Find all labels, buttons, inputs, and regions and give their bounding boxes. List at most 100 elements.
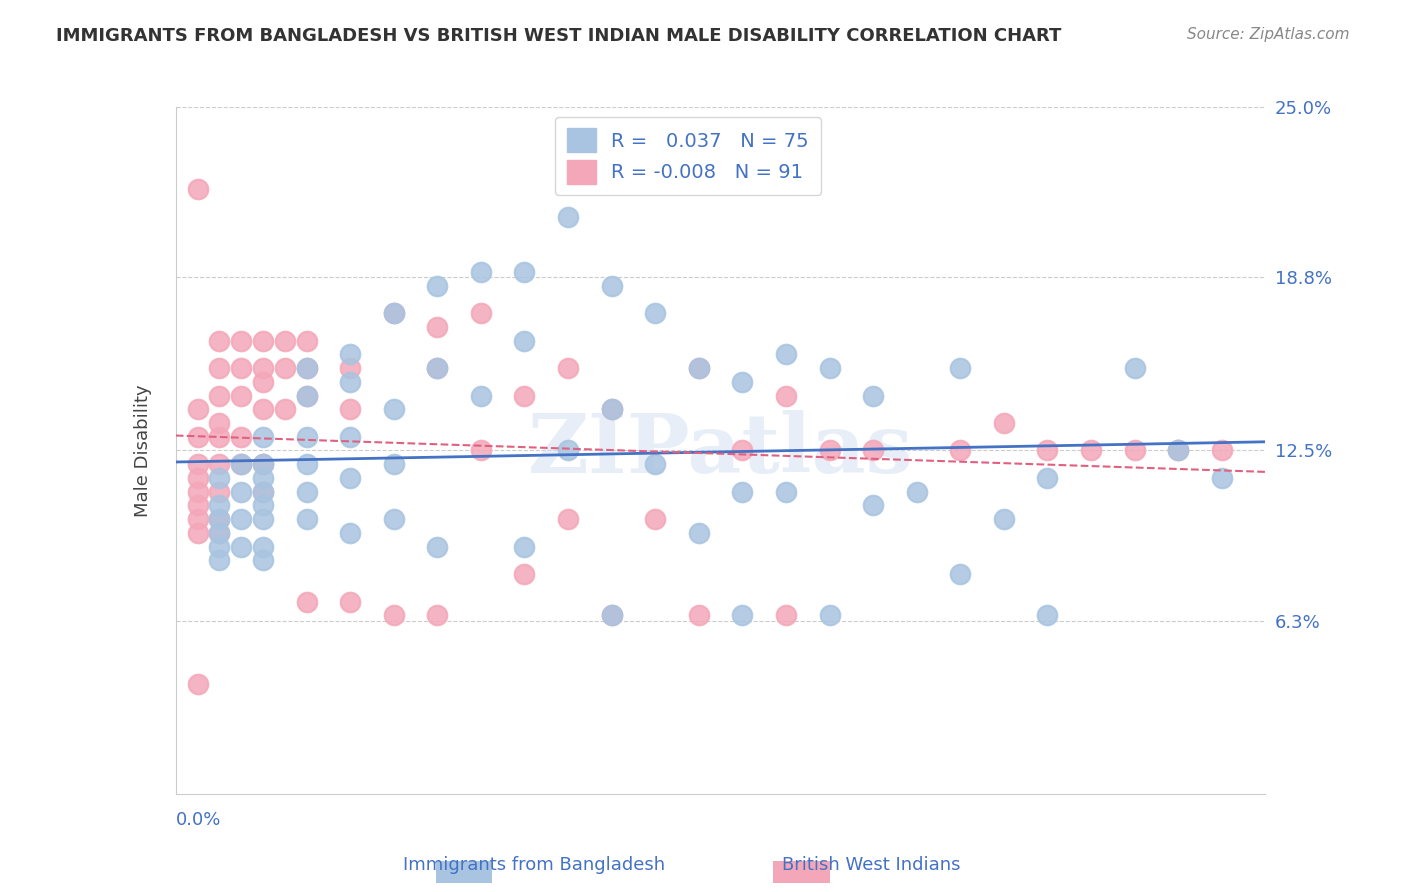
Point xyxy=(274,402,297,417)
Point xyxy=(644,457,666,471)
Point xyxy=(775,347,797,361)
Point xyxy=(252,361,274,376)
Point xyxy=(208,553,231,567)
Point xyxy=(339,525,361,540)
Point xyxy=(426,361,449,376)
Point xyxy=(426,319,449,334)
Point xyxy=(339,430,361,444)
Point xyxy=(688,525,710,540)
Y-axis label: Male Disability: Male Disability xyxy=(134,384,152,516)
Point xyxy=(339,347,361,361)
Point xyxy=(295,457,318,471)
Point xyxy=(1167,443,1189,458)
Point xyxy=(186,499,209,513)
Point xyxy=(339,361,361,376)
Point xyxy=(470,443,492,458)
Point xyxy=(382,512,405,526)
Point xyxy=(470,388,492,402)
Point xyxy=(208,540,231,554)
Point xyxy=(426,278,449,293)
Point xyxy=(644,512,666,526)
Point xyxy=(993,512,1015,526)
Point xyxy=(1123,443,1146,458)
Point xyxy=(231,430,253,444)
Text: Source: ZipAtlas.com: Source: ZipAtlas.com xyxy=(1187,27,1350,42)
Point xyxy=(252,540,274,554)
Point xyxy=(208,484,231,499)
Point xyxy=(818,443,841,458)
Point xyxy=(600,608,623,623)
Point xyxy=(557,512,579,526)
Text: IMMIGRANTS FROM BANGLADESH VS BRITISH WEST INDIAN MALE DISABILITY CORRELATION CH: IMMIGRANTS FROM BANGLADESH VS BRITISH WE… xyxy=(56,27,1062,45)
Point xyxy=(274,361,297,376)
Point xyxy=(1080,443,1102,458)
Point xyxy=(600,402,623,417)
Point xyxy=(339,471,361,485)
Point xyxy=(252,457,274,471)
Point xyxy=(905,484,928,499)
Point xyxy=(208,525,231,540)
Point xyxy=(231,457,253,471)
Point xyxy=(557,210,579,224)
Point xyxy=(426,361,449,376)
Point xyxy=(186,430,209,444)
Point xyxy=(252,457,274,471)
Point xyxy=(295,512,318,526)
Point xyxy=(470,306,492,320)
Point xyxy=(252,512,274,526)
Point xyxy=(688,361,710,376)
Point xyxy=(688,361,710,376)
Point xyxy=(1036,443,1059,458)
Point xyxy=(382,457,405,471)
Point xyxy=(731,484,754,499)
Point xyxy=(186,512,209,526)
Point xyxy=(208,388,231,402)
Point xyxy=(186,402,209,417)
Point xyxy=(513,567,536,582)
Point xyxy=(186,471,209,485)
Point xyxy=(557,361,579,376)
Point xyxy=(208,499,231,513)
Point xyxy=(295,388,318,402)
Point xyxy=(208,512,231,526)
Point xyxy=(513,388,536,402)
Point xyxy=(993,416,1015,430)
Point xyxy=(1211,443,1233,458)
Point xyxy=(231,512,253,526)
Point xyxy=(252,499,274,513)
Point xyxy=(426,540,449,554)
Point xyxy=(470,265,492,279)
Point xyxy=(775,388,797,402)
Point xyxy=(775,608,797,623)
Point xyxy=(208,512,231,526)
Point xyxy=(208,525,231,540)
Point xyxy=(231,361,253,376)
Point xyxy=(382,608,405,623)
Point xyxy=(949,567,972,582)
Point xyxy=(818,361,841,376)
Point xyxy=(949,361,972,376)
Point xyxy=(862,499,884,513)
Point xyxy=(231,334,253,348)
Point xyxy=(382,306,405,320)
Legend: R =   0.037   N = 75, R = -0.008   N = 91: R = 0.037 N = 75, R = -0.008 N = 91 xyxy=(555,117,821,195)
Point xyxy=(731,608,754,623)
Point xyxy=(208,457,231,471)
Point xyxy=(295,388,318,402)
Point xyxy=(426,608,449,623)
Point xyxy=(252,334,274,348)
Point xyxy=(295,430,318,444)
Point xyxy=(295,334,318,348)
Point xyxy=(252,375,274,389)
Point xyxy=(252,484,274,499)
Point xyxy=(339,375,361,389)
Point xyxy=(208,334,231,348)
Point xyxy=(252,402,274,417)
Point xyxy=(513,334,536,348)
Point xyxy=(231,484,253,499)
Point xyxy=(295,484,318,499)
Point xyxy=(644,306,666,320)
Point xyxy=(295,594,318,608)
Point xyxy=(339,402,361,417)
Text: 0.0%: 0.0% xyxy=(176,811,221,829)
